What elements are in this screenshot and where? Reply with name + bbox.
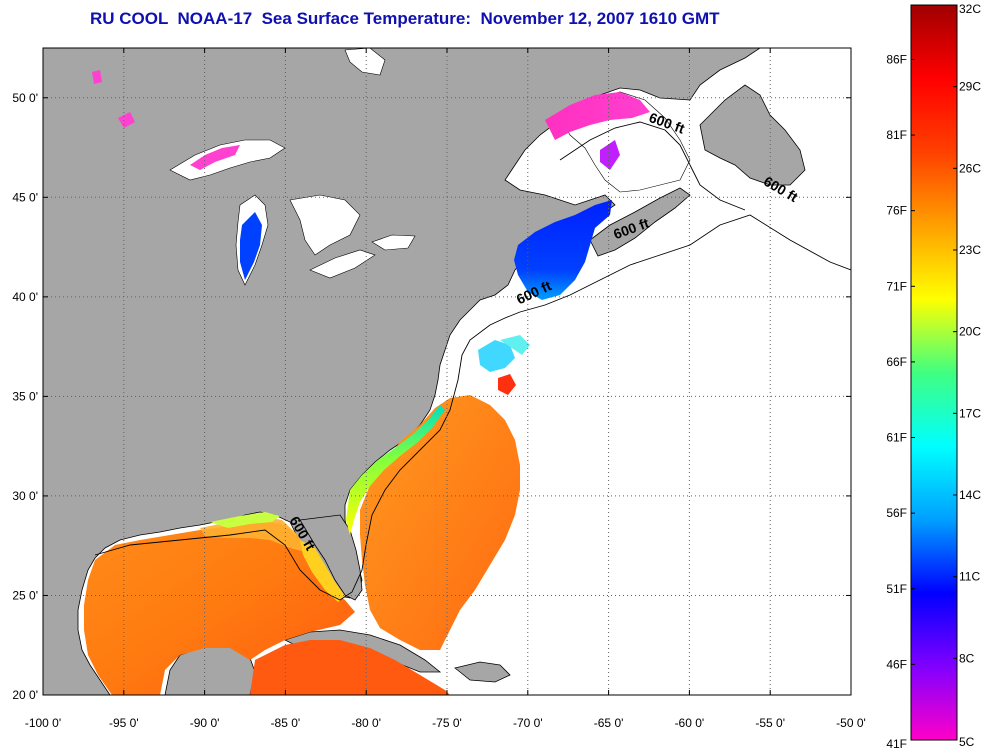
sst-gulf-of-maine	[514, 200, 612, 300]
lon-tick-label: -95 0'	[109, 716, 139, 730]
sst-st-lawrence	[545, 92, 650, 140]
sst-gulf-cool-coast	[210, 512, 280, 528]
map-plot-area	[43, 48, 851, 695]
sst-florida-shelf	[300, 540, 345, 602]
lon-tick-label: -70 0'	[513, 716, 543, 730]
lon-tick-label: -85 0'	[271, 716, 301, 730]
sst-lake-superior	[190, 145, 240, 170]
lat-tick-label: 50 0'	[12, 91, 38, 105]
sst-lake-nw-2	[92, 70, 102, 84]
landmass-newfoundland	[699, 84, 806, 186]
sst-st-lawrence-2	[600, 140, 620, 170]
lon-tick-label: -65 0'	[594, 716, 624, 730]
sst-mid-atlantic	[478, 340, 515, 372]
graticule	[43, 48, 851, 695]
lon-tick-label: -80 0'	[351, 716, 381, 730]
lon-tick-label: -100 0'	[25, 716, 61, 730]
sst-gulf-of-mexico	[84, 520, 355, 695]
lake-superior	[169, 139, 286, 181]
lon-tick-label: -75 0'	[432, 716, 462, 730]
sst-data-layer	[84, 70, 650, 695]
landmass-nova-scotia	[589, 187, 691, 257]
lat-tick-label: 40 0'	[12, 290, 38, 304]
map-axes: -100 0' -95 0' -90 0' -85 0' -80 0' -75 0' -70…	[12, 48, 866, 730]
lat-tick-label: 35 0'	[12, 389, 38, 403]
lat-tick-label: 30 0'	[12, 489, 38, 503]
map-title: RU COOL NOAA-17 Sea Surface Temperature:…	[90, 9, 720, 28]
lon-tick-label: -90 0'	[190, 716, 220, 730]
sst-lake-michigan	[240, 212, 262, 280]
lat-tick-label: 25 0'	[12, 588, 38, 602]
isobath-600ft-north	[559, 121, 746, 211]
lake-ontario	[371, 234, 416, 251]
landmass-hispaniola	[454, 661, 511, 683]
james-bay	[344, 48, 386, 76]
lake-huron	[289, 194, 361, 256]
lon-tick-label: -50 0'	[836, 716, 866, 730]
lon-tick-label: -55 0'	[755, 716, 785, 730]
isobath-600ft	[94, 214, 851, 601]
sst-atlantic-gulf-stream	[360, 395, 520, 650]
sst-mid-atlantic-2	[500, 335, 530, 355]
sst-warm-eddy	[498, 374, 516, 395]
lake-erie	[309, 249, 376, 279]
sst-caribbean	[250, 640, 450, 695]
sst-lake-nw	[118, 112, 135, 128]
sst-se-shelf	[346, 405, 445, 535]
lat-tick-label: 20 0'	[12, 688, 38, 702]
lat-tick-label: 45 0'	[12, 190, 38, 204]
lon-tick-label: -60 0'	[675, 716, 705, 730]
